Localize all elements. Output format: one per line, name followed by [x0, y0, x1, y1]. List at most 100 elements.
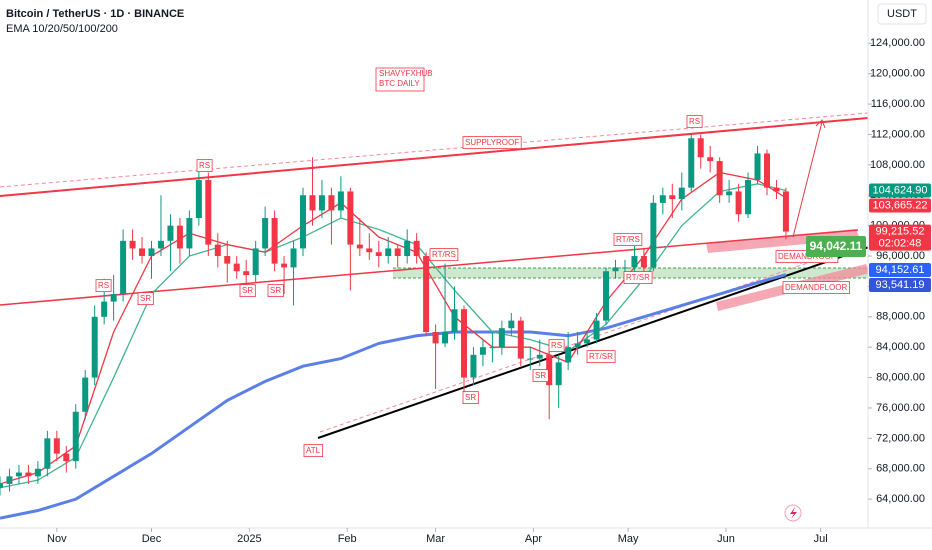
y-tick-label: 80,000.00 — [876, 371, 925, 383]
price-label: 94,152.61 — [876, 264, 925, 276]
candle-body — [195, 180, 202, 219]
candle-body — [451, 309, 458, 332]
candle-body — [697, 138, 704, 158]
annotation-label: SR — [140, 294, 151, 303]
annotation-box — [196, 159, 213, 173]
annotation-box — [613, 233, 643, 247]
x-tick-label: Jun — [717, 533, 735, 545]
candle-body — [139, 248, 146, 257]
currency: USDT — [887, 8, 917, 20]
candle-body — [536, 354, 543, 359]
candle-body — [6, 476, 13, 484]
y-tick-label: 120,000.00 — [870, 68, 925, 80]
candle-body — [328, 195, 335, 211]
candle-body — [186, 218, 193, 249]
candle-body — [120, 240, 127, 295]
candle-body — [735, 191, 742, 215]
candle-body — [233, 263, 240, 272]
candle-body — [53, 438, 60, 454]
note: 94,042.11 — [810, 239, 863, 253]
candle-body — [167, 225, 174, 241]
candle-body — [252, 248, 259, 276]
candle-body — [678, 187, 685, 200]
candle-body — [101, 301, 108, 317]
price-label: 93,541.19 — [876, 279, 925, 291]
annotation-label: RT/SR — [589, 352, 613, 361]
annotation-label: RS — [551, 341, 562, 350]
candle-body — [309, 195, 316, 211]
candle-body — [603, 271, 610, 321]
y-tick-label: 108,000.00 — [870, 159, 925, 171]
countdown: 02:02:48 — [879, 238, 922, 250]
candle-body — [442, 331, 449, 344]
price-label-box — [869, 278, 931, 293]
annotation-label: RT/RS — [432, 250, 456, 259]
candle-body — [621, 267, 628, 269]
annotation-label: RT/SR — [626, 273, 650, 282]
x-tick-label: Dec — [142, 533, 162, 545]
candle-body — [527, 358, 534, 360]
candle-body — [498, 328, 505, 348]
annotation-label: RT/RS — [616, 235, 640, 244]
annotation-box — [429, 248, 459, 262]
candle-body — [281, 263, 288, 268]
annotation-label: RS — [98, 281, 109, 290]
candle-body — [366, 248, 373, 253]
annotation-label: SHAVYFXHUB — [379, 69, 433, 78]
y-tick-label: 68,000.00 — [876, 463, 925, 475]
y-tick-label: 116,000.00 — [871, 98, 925, 110]
candle-body — [688, 138, 695, 188]
candle-body — [555, 362, 562, 386]
candle-body — [565, 347, 572, 363]
annotation-box — [239, 284, 256, 298]
candle-body — [404, 240, 411, 257]
candle-body — [574, 343, 581, 348]
currency-box[interactable] — [877, 3, 927, 25]
candle-body — [640, 256, 647, 268]
annotation-box — [375, 67, 425, 92]
y-tick-label: 124,000.00 — [870, 37, 925, 49]
candle-body — [214, 244, 221, 257]
candle-body — [82, 377, 89, 412]
y-tick-label: 72,000.00 — [876, 432, 925, 444]
price-label-box — [869, 224, 931, 251]
candle-body — [432, 331, 439, 344]
flash-glyph — [790, 507, 797, 519]
candle-body — [356, 244, 363, 249]
indicator: EMA 10/20/50/100/200 — [6, 23, 118, 35]
annotation-label: BTC DAILY — [379, 79, 420, 88]
ema-line — [0, 171, 787, 485]
annotation-label: SR — [465, 393, 476, 402]
candle-body — [773, 187, 780, 192]
price-label: 103,665.22 — [872, 199, 927, 211]
candle-body — [517, 320, 524, 359]
annotation-label: RS — [199, 161, 210, 170]
price-label-box — [869, 183, 931, 198]
candle-body — [631, 256, 638, 268]
candle-body — [25, 472, 32, 477]
candle-body — [318, 195, 325, 211]
candle-body — [726, 191, 733, 196]
candle-body — [129, 240, 136, 249]
x-tick-label: Jul — [814, 533, 828, 545]
candle-body — [593, 320, 600, 340]
candle-body — [91, 316, 98, 378]
candle-body — [271, 218, 278, 264]
candle-body — [290, 248, 297, 268]
price-label: 99,215.52 — [876, 226, 925, 238]
y-tick-label: 64,000.00 — [876, 493, 925, 505]
candle-body — [224, 256, 231, 264]
candle-body — [423, 256, 430, 332]
annotation-box — [686, 115, 703, 129]
price-label-box — [869, 263, 931, 278]
candle-body — [470, 354, 477, 378]
candle-body — [0, 483, 3, 488]
annotation-label: DEMANDFLOOR — [785, 283, 847, 292]
annotation-box — [586, 350, 616, 364]
candle-body — [508, 320, 515, 329]
candle-body — [413, 240, 420, 257]
series — [0, 134, 789, 520]
candle-body — [385, 248, 392, 257]
